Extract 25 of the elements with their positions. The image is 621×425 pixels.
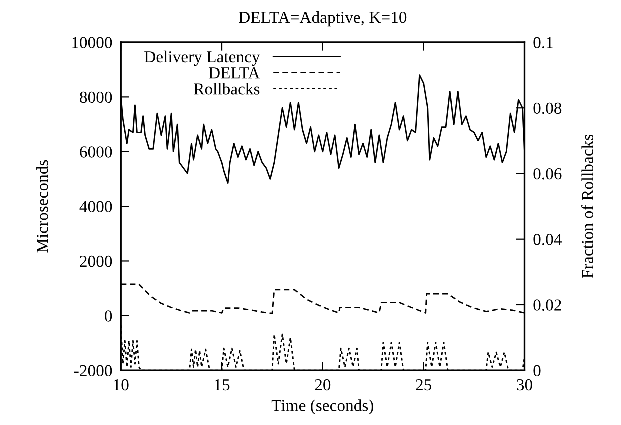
x-tick-label: 10 [114, 379, 129, 391]
legend-label: DELTA [208, 68, 260, 79]
y2-axis-title: Fraction of Rollbacks [582, 134, 594, 278]
y-tick-label: 6000 [80, 146, 112, 158]
legend-label: Rollbacks [194, 83, 260, 95]
x-tick-label: 15 [215, 379, 230, 391]
y2-tick-label: 0.08 [534, 102, 562, 114]
chart-title: DELTA=Adaptive, K=10 [239, 11, 407, 27]
y2-tick-label: 0.04 [534, 234, 562, 246]
y2-tick-label: 0.06 [534, 168, 562, 180]
y-axis-title: Microseconds [36, 160, 48, 253]
legend-label: Delivery Latency [144, 50, 260, 66]
y2-tick-label: 0.02 [534, 300, 562, 311]
y-tick-label: 8000 [80, 92, 112, 104]
y-tick-label: -2000 [74, 365, 112, 377]
y-tick-label: 10000 [72, 37, 112, 48]
y-tick-label: 0 [105, 310, 112, 322]
y2-tick-label: 0.1 [534, 37, 553, 49]
x-axis-title: Time (seconds) [272, 400, 374, 415]
y-tick-label: 4000 [80, 201, 112, 212]
x-tick-label: 30 [517, 379, 532, 391]
y2-tick-label: 0 [534, 365, 541, 377]
y-tick-label: 2000 [80, 256, 112, 268]
x-tick-label: 20 [315, 379, 331, 391]
x-tick-label: 25 [416, 379, 432, 391]
